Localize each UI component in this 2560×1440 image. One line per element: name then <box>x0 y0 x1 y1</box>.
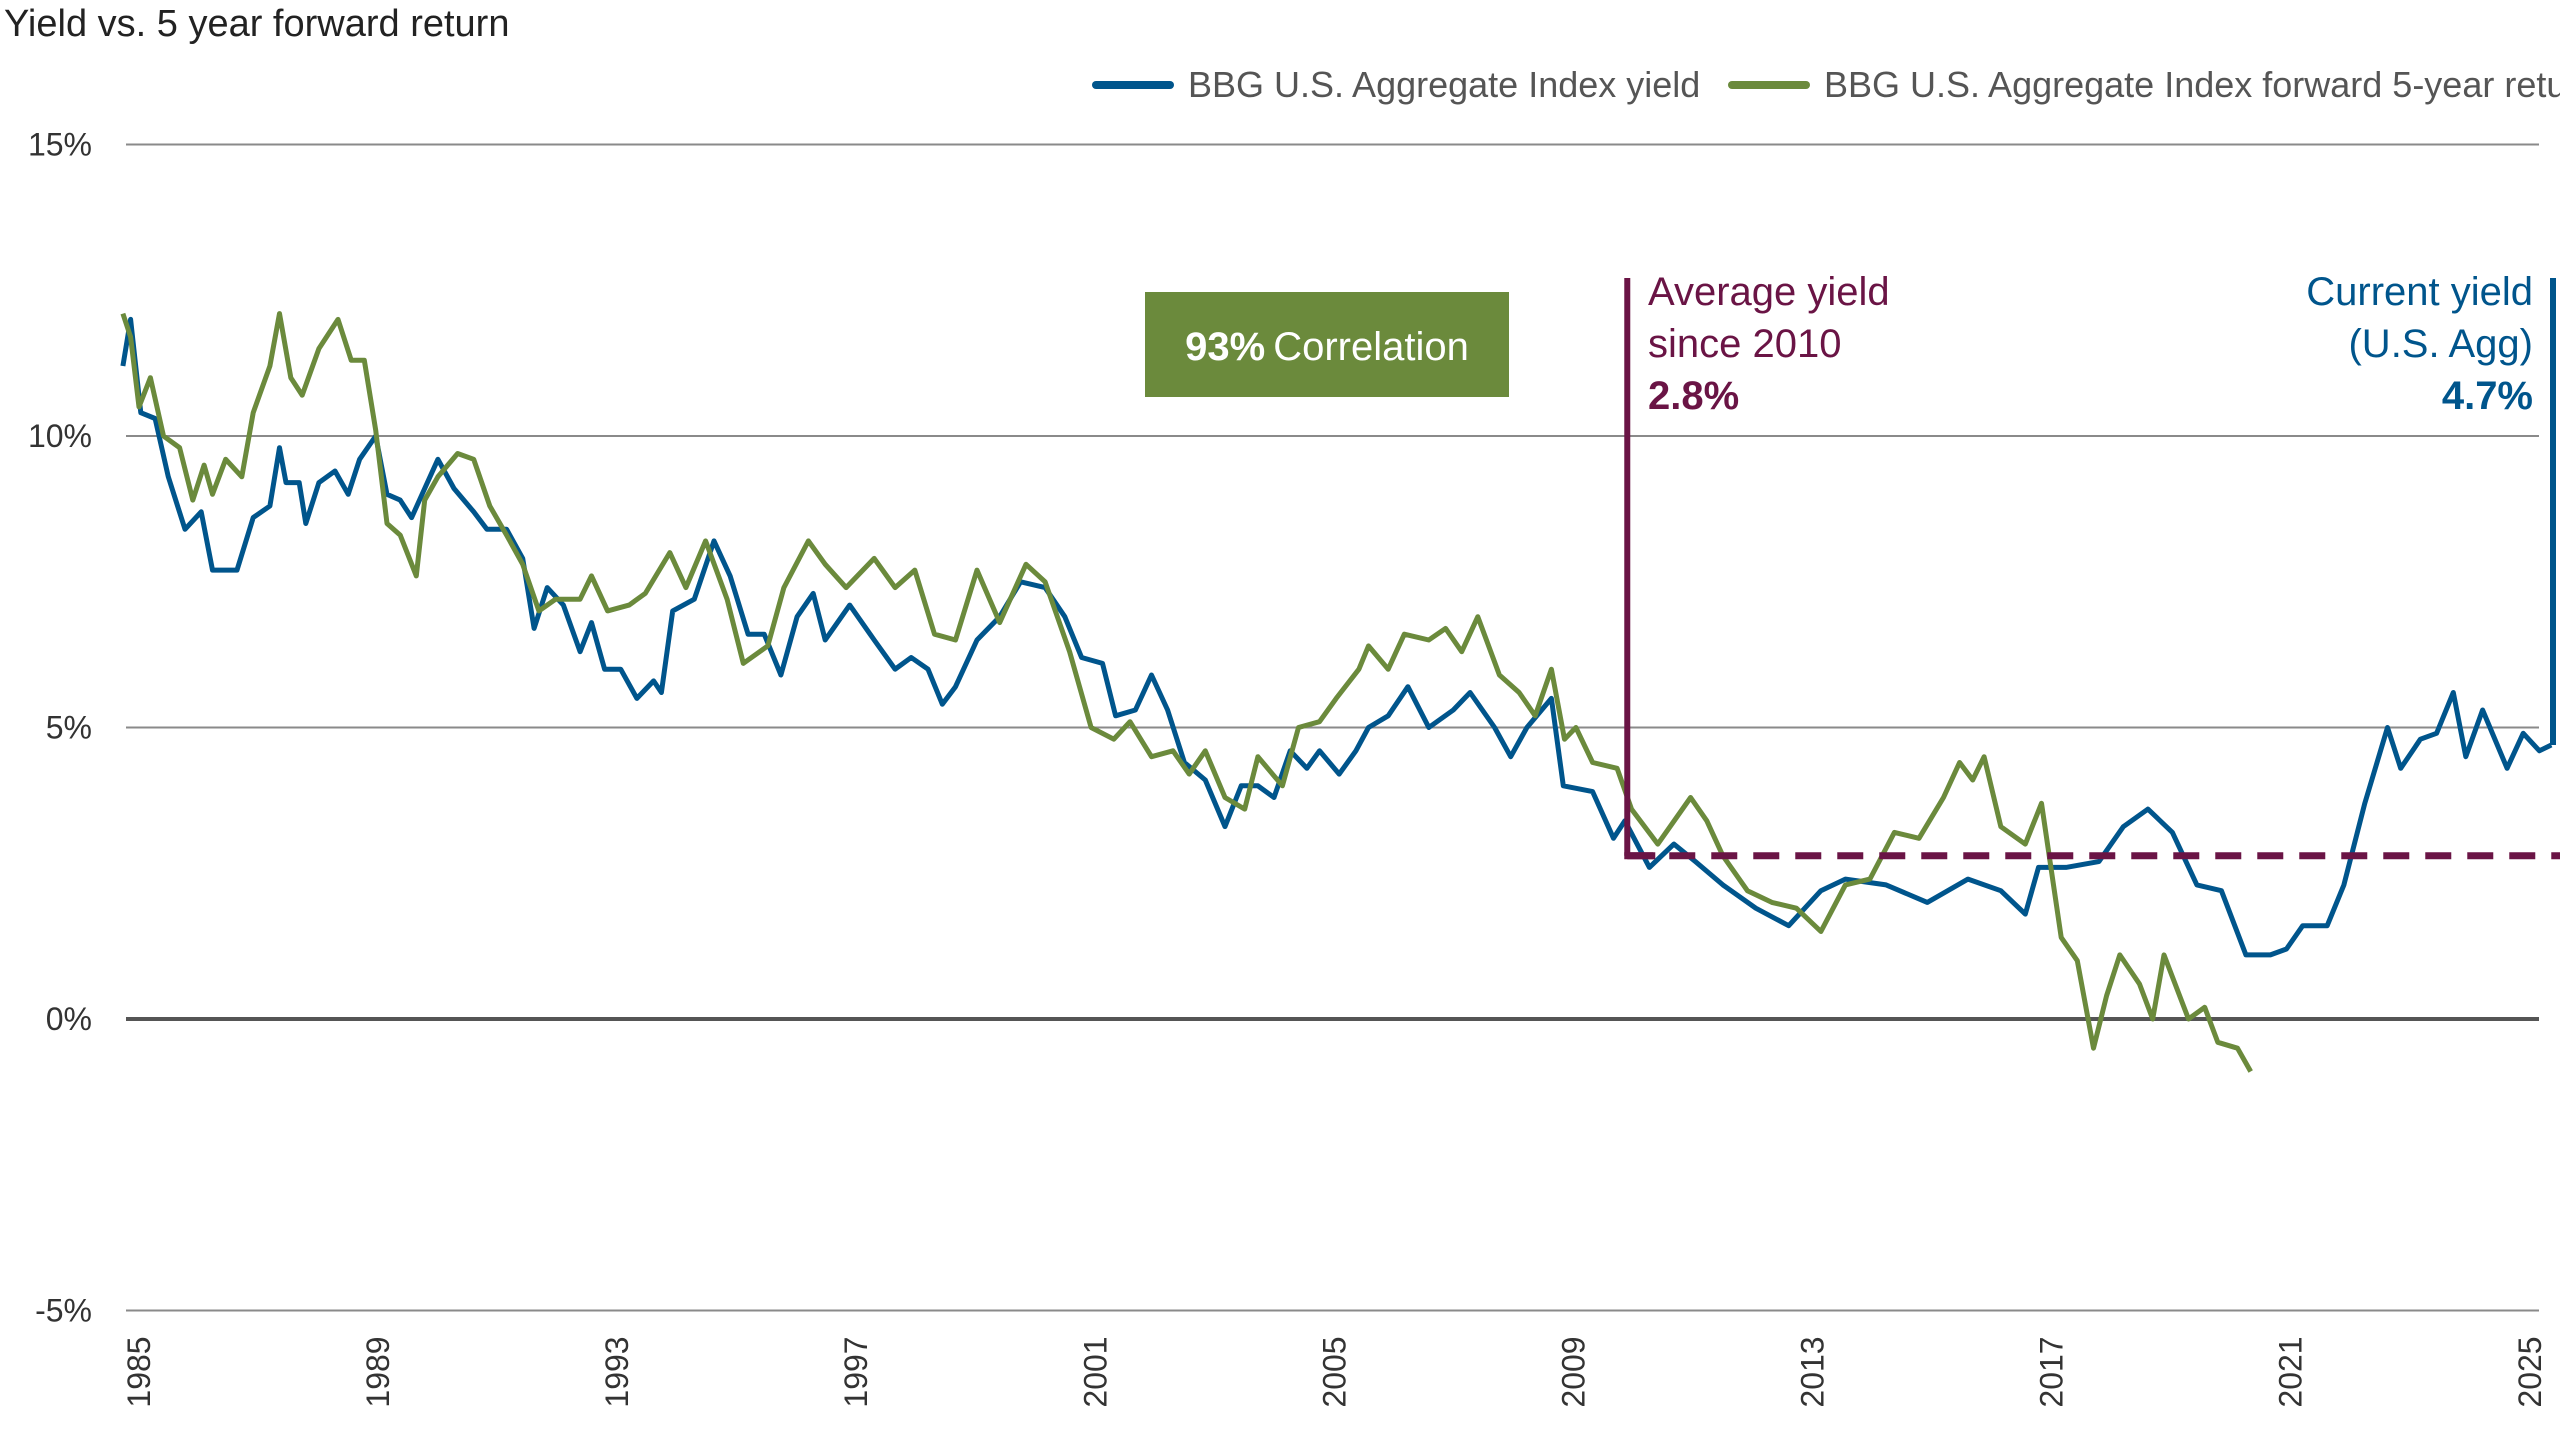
series-lines <box>120 311 2553 1073</box>
average-label-line1: Average yield <box>1648 270 1890 314</box>
correlation-value: 93% <box>1185 325 1265 369</box>
average-yield-annotation: Average yield since 2010 2.8% <box>1624 270 2560 860</box>
y-axis: 15% 10% 5% 0% -5% <box>28 127 92 1329</box>
current-value: 4.7% <box>2442 374 2533 418</box>
current-label-line1: Current yield <box>2306 270 2533 314</box>
x-tick-label: 2025 <box>2512 1336 2548 1407</box>
x-tick-label: 1985 <box>121 1336 157 1407</box>
gridlines <box>126 143 2539 1312</box>
y-tick-label: 10% <box>28 418 92 454</box>
y-tick-label: 0% <box>46 1001 92 1037</box>
x-tick-label: 2005 <box>1316 1336 1352 1407</box>
average-value: 2.8% <box>1648 374 1739 418</box>
legend: BBG U.S. Aggregate Index yield BBG U.S. … <box>1092 64 2560 105</box>
correlation-text: 93% Correlation <box>1185 325 1469 369</box>
y-tick-label: -5% <box>35 1293 92 1329</box>
y-tick-label: 5% <box>46 710 92 746</box>
legend-label-return: BBG U.S. Aggregate Index forward 5-year … <box>1824 64 2560 105</box>
x-tick-label: 2017 <box>2034 1336 2070 1407</box>
correlation-label: Correlation <box>1273 325 1469 369</box>
x-tick-label: 2013 <box>1795 1336 1831 1407</box>
x-tick-label: 1993 <box>599 1336 635 1407</box>
chart-title: Yield vs. 5 year forward return <box>4 3 509 45</box>
x-tick-label: 1989 <box>360 1336 396 1407</box>
x-axis: 1985 1989 1993 1997 2001 2005 2009 2013 2017 2021… <box>121 1336 2548 1407</box>
current-yield-annotation: Current yield (U.S. Agg) 4.7% <box>2306 270 2556 745</box>
y-tick-label: 15% <box>28 127 92 163</box>
return-line <box>120 311 2253 1073</box>
current-label-line2: (U.S. Agg) <box>2348 322 2533 366</box>
x-tick-label: 1997 <box>838 1336 874 1407</box>
x-tick-label: 2009 <box>1555 1336 1591 1407</box>
legend-label-yield: BBG U.S. Aggregate Index yield <box>1188 64 1700 105</box>
average-label-line2: since 2010 <box>1648 322 1841 366</box>
correlation-box: 93% Correlation <box>1145 292 1509 397</box>
correlation-box-bg <box>1145 292 1509 397</box>
x-tick-label: 2021 <box>2273 1336 2309 1407</box>
x-tick-label: 2001 <box>1077 1336 1113 1407</box>
yield-line <box>120 316 2553 958</box>
